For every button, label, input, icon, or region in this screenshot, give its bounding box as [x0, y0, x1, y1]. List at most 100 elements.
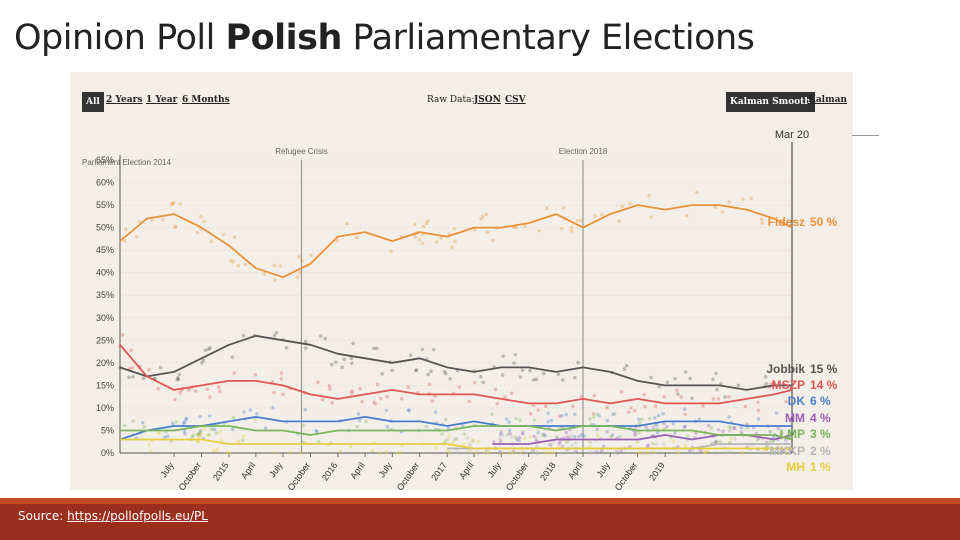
x-tick-label: October — [177, 460, 204, 492]
poll-dot — [462, 442, 466, 447]
poll-dot — [729, 436, 733, 441]
kalman-smooth-button[interactable]: Kalman Smooth — [726, 92, 815, 112]
poll-dot — [414, 368, 418, 373]
poll-dot — [511, 449, 516, 454]
poll-dot — [177, 372, 182, 377]
poll-dot — [178, 391, 182, 395]
poll-dots — [118, 190, 792, 455]
footer-bar — [0, 498, 960, 540]
series-lines — [119, 204, 793, 450]
poll-dot — [196, 439, 200, 444]
series-line-jobbik — [119, 334, 792, 391]
poll-dot — [641, 451, 646, 455]
y-tick-label: 25% — [96, 335, 114, 345]
range-1-year-button[interactable]: 1 Year — [146, 95, 178, 105]
range-2-years-button[interactable]: 2 Years — [106, 95, 143, 105]
poll-dot — [592, 415, 596, 419]
series-name-label: MSZP — [772, 378, 805, 392]
poll-dot — [209, 239, 214, 244]
kalman-button[interactable]: Kalman — [808, 95, 847, 105]
poll-dot — [507, 451, 512, 455]
poll-dot — [243, 262, 248, 267]
poll-dot — [228, 258, 233, 263]
poll-dot — [508, 451, 512, 455]
y-tick-label: 30% — [96, 313, 114, 323]
poll-dot — [299, 258, 304, 263]
source-link[interactable]: https://pollofpolls.eu/PL — [67, 509, 208, 523]
poll-dot — [706, 423, 711, 428]
poll-dot — [253, 372, 258, 377]
poll-dot — [236, 439, 241, 443]
range-all-button[interactable]: All — [82, 92, 104, 112]
series-value-label: 50 % — [810, 215, 838, 229]
y-tick-label: 15% — [96, 380, 114, 390]
poll-dot — [546, 419, 550, 424]
poll-dot — [338, 449, 343, 454]
poll-dot — [644, 451, 648, 455]
poll-dot — [756, 417, 761, 421]
poll-dot — [467, 399, 471, 404]
poll-dot — [646, 443, 651, 447]
poll-dot — [443, 371, 448, 376]
raw-csv-link[interactable]: CSV — [505, 95, 526, 105]
poll-dot — [467, 442, 472, 446]
poll-dot — [545, 206, 549, 211]
x-tick-label: October — [395, 460, 422, 492]
poll-dot — [560, 444, 565, 449]
poll-dot — [541, 433, 545, 438]
x-tick-label: July — [377, 460, 395, 479]
poll-dot — [400, 397, 404, 401]
poll-dot — [190, 434, 195, 439]
y-tick-label: 20% — [96, 358, 114, 368]
poll-dot — [156, 431, 161, 436]
poll-dot — [315, 429, 319, 434]
poll-dot — [429, 369, 433, 374]
poll-dot — [522, 436, 527, 441]
poll-dot — [356, 411, 361, 416]
poll-dot — [570, 443, 575, 448]
poll-dot — [703, 451, 707, 455]
series-name-label: MKKP — [770, 444, 805, 458]
poll-dot — [716, 396, 721, 401]
poll-dot — [122, 239, 127, 243]
poll-dot — [605, 429, 609, 434]
range-6-months-button[interactable]: 6 Months — [182, 95, 230, 105]
poll-dot — [599, 448, 604, 453]
poll-dot — [309, 253, 313, 258]
poll-dot — [543, 451, 547, 455]
poll-dot — [528, 411, 533, 416]
poll-dot — [448, 377, 452, 381]
poll-dot — [501, 354, 505, 358]
poll-dot — [511, 451, 516, 455]
poll-dot — [594, 450, 599, 455]
poll-dot — [355, 424, 359, 429]
poll-dot — [484, 212, 489, 217]
annotation-label: Parliament Election 2014 — [82, 158, 171, 167]
raw-json-link[interactable]: JSON — [474, 95, 501, 105]
poll-dot — [767, 429, 772, 434]
poll-dot — [508, 431, 513, 436]
y-axis: 0% 5% 10% 15% 20% 25% 30% 35% 40% 45% 50% 55% 60% 65% — [96, 155, 121, 458]
x-axis: July October 2015 April July October 2016 April… — [120, 452, 792, 492]
poll-dot — [197, 430, 202, 435]
poll-dot — [495, 401, 500, 406]
poll-dot — [318, 334, 323, 338]
poll-dot — [206, 433, 210, 438]
poll-dot — [197, 432, 202, 437]
poll-dot — [272, 333, 277, 338]
poll-dot — [471, 438, 476, 442]
poll-dot — [609, 434, 613, 439]
poll-dot — [201, 358, 206, 363]
poll-dot — [588, 440, 593, 445]
chart-grid — [120, 159, 792, 454]
poll-dot — [465, 451, 469, 455]
poll-dot — [178, 202, 182, 206]
poll-dot — [543, 433, 547, 438]
poll-dot — [528, 368, 532, 373]
title-rest: Parliamentary Elections — [341, 18, 755, 58]
poll-dot — [549, 418, 554, 423]
poll-dot — [197, 434, 202, 438]
x-tick-label: April — [457, 460, 476, 480]
poll-dot — [406, 408, 411, 412]
poll-dot — [720, 210, 725, 214]
